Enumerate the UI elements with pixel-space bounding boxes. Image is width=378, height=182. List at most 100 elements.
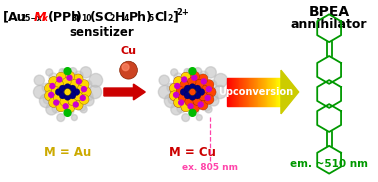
Bar xyxy=(228,78,229,106)
Bar xyxy=(241,78,242,106)
Circle shape xyxy=(64,84,71,91)
Circle shape xyxy=(205,106,212,113)
Circle shape xyxy=(55,88,62,96)
Bar xyxy=(253,78,254,106)
Circle shape xyxy=(43,95,52,104)
Circle shape xyxy=(182,114,189,122)
Circle shape xyxy=(55,80,64,89)
Circle shape xyxy=(198,100,208,110)
Bar xyxy=(274,78,275,106)
Circle shape xyxy=(49,76,59,86)
Circle shape xyxy=(194,85,201,92)
Circle shape xyxy=(71,115,77,121)
Circle shape xyxy=(122,64,129,71)
Circle shape xyxy=(175,84,180,88)
Bar xyxy=(262,78,263,106)
Circle shape xyxy=(195,80,204,88)
Circle shape xyxy=(69,92,76,99)
Circle shape xyxy=(120,61,137,79)
Text: Cu: Cu xyxy=(121,46,136,56)
Circle shape xyxy=(59,85,66,92)
Circle shape xyxy=(88,85,102,99)
Circle shape xyxy=(45,83,54,93)
Circle shape xyxy=(174,76,183,86)
Circle shape xyxy=(168,95,177,104)
Bar xyxy=(257,78,259,106)
Bar xyxy=(260,78,261,106)
Bar xyxy=(267,78,268,106)
Circle shape xyxy=(57,114,65,122)
Bar xyxy=(245,78,246,106)
Circle shape xyxy=(84,96,94,106)
Circle shape xyxy=(189,109,196,116)
Bar xyxy=(234,78,235,106)
Circle shape xyxy=(60,97,69,106)
Bar xyxy=(239,78,240,106)
Text: annihilator: annihilator xyxy=(291,18,367,31)
Circle shape xyxy=(187,78,196,87)
Circle shape xyxy=(209,92,218,101)
Circle shape xyxy=(70,80,79,88)
Bar xyxy=(231,78,232,106)
Bar xyxy=(271,78,272,106)
Circle shape xyxy=(190,107,199,116)
Circle shape xyxy=(184,92,191,99)
Circle shape xyxy=(53,93,62,102)
Bar xyxy=(268,78,269,106)
Circle shape xyxy=(189,84,196,91)
Text: Ph): Ph) xyxy=(129,11,152,24)
Text: ]: ] xyxy=(172,11,178,24)
Bar xyxy=(227,78,228,106)
Circle shape xyxy=(205,67,216,78)
Circle shape xyxy=(64,109,71,116)
Circle shape xyxy=(194,68,202,76)
Circle shape xyxy=(82,87,87,92)
Circle shape xyxy=(45,91,54,101)
Circle shape xyxy=(208,80,217,89)
Circle shape xyxy=(178,93,187,102)
Bar xyxy=(276,78,277,106)
Circle shape xyxy=(84,92,93,101)
Circle shape xyxy=(189,88,196,96)
Circle shape xyxy=(201,79,206,84)
Bar xyxy=(270,78,271,106)
Bar xyxy=(244,78,245,106)
Bar xyxy=(233,78,234,106)
Circle shape xyxy=(205,96,210,100)
Circle shape xyxy=(184,85,191,92)
Circle shape xyxy=(171,104,182,115)
Circle shape xyxy=(34,75,45,86)
Circle shape xyxy=(186,68,195,77)
Bar xyxy=(251,78,252,106)
Circle shape xyxy=(180,88,187,96)
Circle shape xyxy=(61,68,70,77)
Circle shape xyxy=(79,80,89,90)
Circle shape xyxy=(52,104,61,113)
Circle shape xyxy=(89,74,102,87)
Circle shape xyxy=(74,85,84,94)
Circle shape xyxy=(202,102,211,111)
Circle shape xyxy=(49,98,59,108)
Bar xyxy=(237,78,238,106)
Circle shape xyxy=(80,67,91,78)
Bar xyxy=(246,78,247,106)
Circle shape xyxy=(73,100,83,110)
Text: M = Au: M = Au xyxy=(44,147,91,159)
Circle shape xyxy=(57,77,62,82)
Bar xyxy=(247,78,248,106)
Text: M: M xyxy=(34,11,46,24)
Bar xyxy=(272,78,273,106)
Circle shape xyxy=(194,92,201,99)
Circle shape xyxy=(198,88,205,96)
Bar xyxy=(275,78,276,106)
Circle shape xyxy=(182,77,187,82)
Bar xyxy=(280,78,281,106)
Circle shape xyxy=(209,96,219,106)
Circle shape xyxy=(188,104,193,109)
Bar xyxy=(279,78,280,106)
Circle shape xyxy=(34,85,46,99)
Circle shape xyxy=(176,87,185,96)
Text: (SC: (SC xyxy=(90,11,114,24)
Circle shape xyxy=(62,78,71,87)
Circle shape xyxy=(192,75,197,80)
